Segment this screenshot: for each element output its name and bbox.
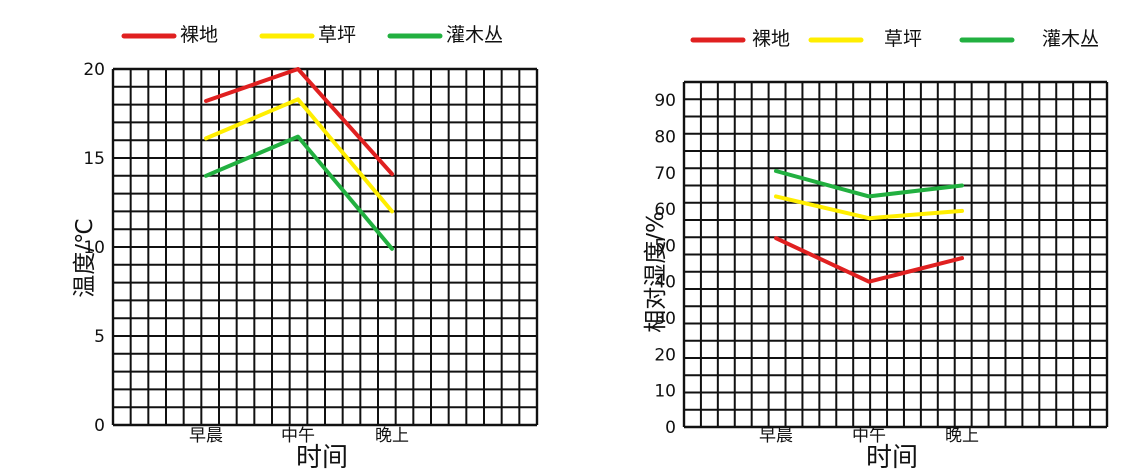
- temperature-x-ticks: 早晨 中午 晚上: [189, 426, 409, 446]
- temperature-x-tick-label: 晚上: [375, 426, 409, 446]
- humidity-y-tick-label: 20: [654, 345, 676, 365]
- humidity-y-tick-label: 50: [654, 236, 676, 256]
- humidity-legend-label-2: 灌木丛: [1042, 28, 1099, 50]
- temperature-legend-label-0: 裸地: [180, 24, 218, 46]
- humidity-y-axis-label: 相对湿度/%: [643, 211, 669, 333]
- humidity-y-tick-label: 30: [654, 309, 676, 329]
- humidity-y-tick-label: 70: [654, 164, 676, 184]
- temperature-grid: [111, 67, 539, 427]
- temperature-series-line-1: [204, 97, 394, 214]
- humidity-x-tick-label: 晚上: [945, 426, 979, 446]
- humidity-legend: 裸地 草坪 灌木丛: [690, 28, 1099, 50]
- temperature-legend-label-1: 草坪: [318, 24, 356, 46]
- temperature-x-axis-label: 时间: [296, 443, 348, 472]
- temperature-y-axis-label: 温度/℃: [72, 218, 98, 298]
- temperature-series-lines: [204, 67, 394, 251]
- temperature-chart: 裸地 草坪 灌木丛 0 5 10 15 20 早晨 中午 晚上 时间 温度/℃: [72, 24, 539, 472]
- temperature-y-tick-label: 20: [83, 60, 105, 80]
- humidity-series-line-2: [774, 169, 964, 199]
- temperature-y-ticks: 0 5 10 15 20: [83, 60, 105, 436]
- humidity-series-line-1: [774, 194, 964, 221]
- humidity-grid: [682, 80, 1109, 429]
- humidity-x-tick-label: 早晨: [759, 426, 793, 446]
- humidity-y-tick-label: 10: [654, 382, 676, 402]
- temperature-series-line-0: [204, 67, 394, 176]
- temperature-x-tick-label: 早晨: [189, 426, 223, 446]
- temperature-y-tick-label: 10: [83, 238, 105, 258]
- temperature-series-line-2: [204, 134, 394, 251]
- humidity-y-tick-label: 60: [654, 200, 676, 220]
- humidity-y-tick-label: 0: [665, 418, 676, 438]
- humidity-legend-label-0: 裸地: [752, 28, 790, 50]
- humidity-y-tick-label: 40: [654, 273, 676, 293]
- humidity-y-ticks: 0 10 20 30 40 50 60 70 80 90: [654, 91, 676, 438]
- humidity-legend-label-1: 草坪: [884, 28, 922, 50]
- humidity-series-line-0: [774, 236, 964, 284]
- humidity-x-ticks: 早晨 中午 晚上: [759, 426, 979, 446]
- temperature-y-tick-label: 5: [94, 327, 105, 347]
- temperature-y-tick-label: 15: [83, 149, 105, 169]
- temperature-x-tick-label: 中午: [281, 426, 315, 446]
- temperature-y-tick-label: 0: [94, 416, 105, 436]
- temperature-legend: 裸地 草坪 灌木丛: [121, 24, 503, 46]
- humidity-x-axis-label: 时间: [866, 443, 918, 472]
- temperature-legend-label-2: 灌木丛: [446, 24, 503, 46]
- humidity-series-lines: [774, 169, 964, 284]
- humidity-x-tick-label: 中午: [852, 426, 886, 446]
- humidity-y-tick-label: 90: [654, 91, 676, 111]
- humidity-chart: 裸地 草坪 灌木丛 0 10 20 30 40 50 60 70 80 90 早晨 中午 晚上 时间 相对…: [643, 28, 1109, 472]
- humidity-y-tick-label: 80: [654, 128, 676, 148]
